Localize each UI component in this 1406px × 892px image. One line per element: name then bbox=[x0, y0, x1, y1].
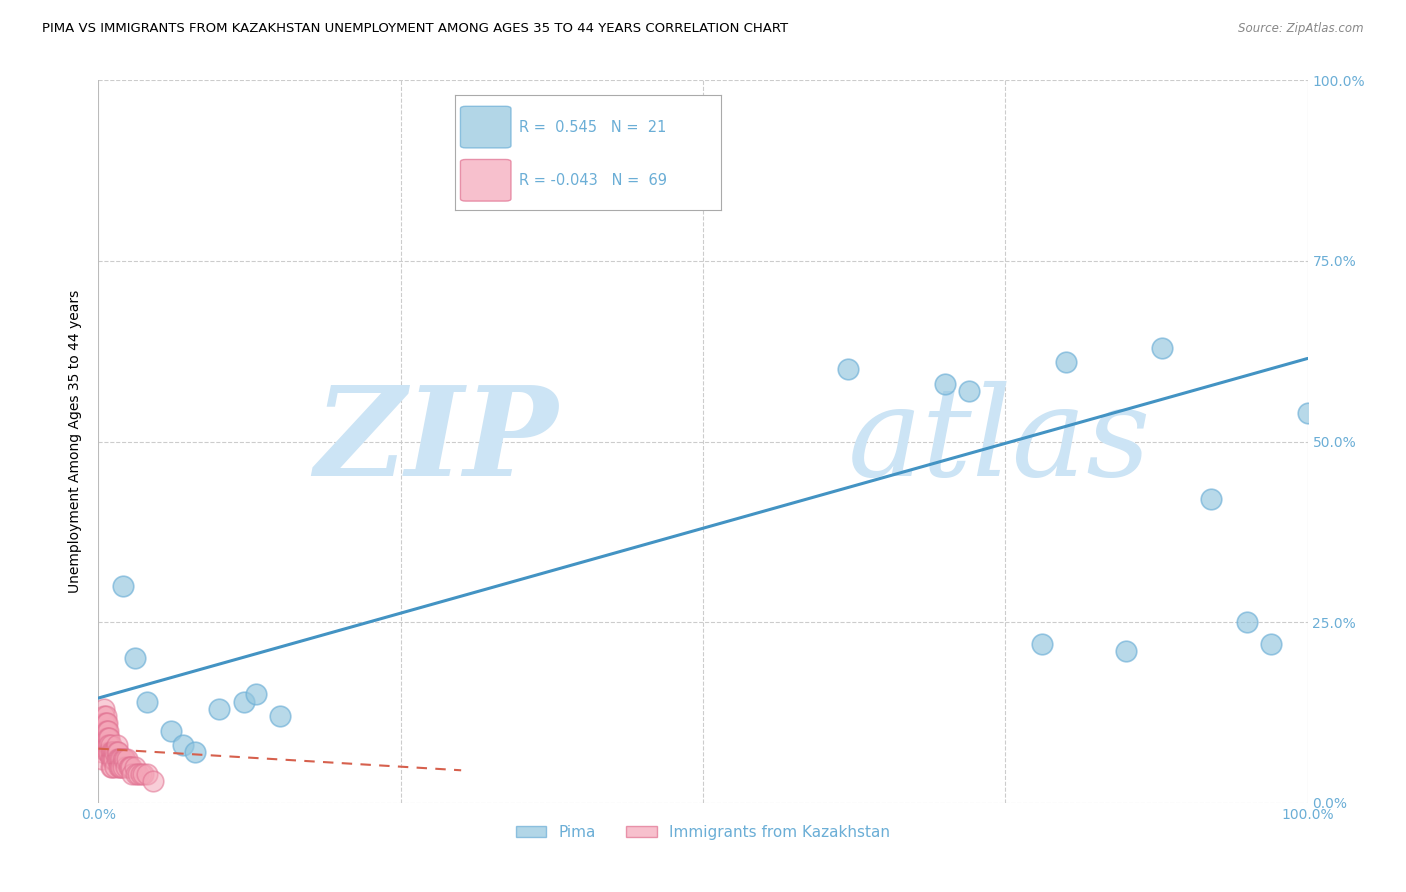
Point bbox=[1115, 644, 1137, 658]
Point bbox=[115, 760, 138, 774]
Point bbox=[100, 760, 122, 774]
Point bbox=[104, 760, 127, 774]
Point bbox=[127, 767, 149, 781]
Legend: Pima, Immigrants from Kazakhstan: Pima, Immigrants from Kazakhstan bbox=[509, 819, 897, 846]
Point bbox=[1054, 355, 1077, 369]
Point bbox=[1260, 637, 1282, 651]
Point bbox=[101, 745, 124, 759]
Point bbox=[96, 723, 118, 738]
Point bbox=[96, 745, 118, 759]
Point bbox=[132, 767, 155, 781]
Point bbox=[96, 731, 118, 745]
Point bbox=[100, 752, 122, 766]
Point bbox=[160, 723, 183, 738]
Point bbox=[107, 752, 129, 766]
Point bbox=[108, 752, 131, 766]
Point bbox=[245, 687, 267, 701]
Point bbox=[1296, 406, 1319, 420]
Point bbox=[97, 745, 120, 759]
Point bbox=[118, 760, 141, 774]
Point bbox=[1199, 492, 1222, 507]
Point bbox=[93, 731, 115, 745]
Point bbox=[111, 752, 134, 766]
Point bbox=[98, 731, 121, 745]
Point bbox=[111, 760, 134, 774]
Point bbox=[934, 376, 956, 391]
Point bbox=[142, 774, 165, 789]
Point bbox=[957, 384, 980, 398]
Point bbox=[125, 767, 148, 781]
Point bbox=[98, 738, 121, 752]
Y-axis label: Unemployment Among Ages 35 to 44 years: Unemployment Among Ages 35 to 44 years bbox=[69, 290, 83, 593]
Point bbox=[91, 738, 114, 752]
Point bbox=[94, 723, 117, 738]
Point bbox=[135, 695, 157, 709]
Point bbox=[105, 752, 128, 766]
Point bbox=[93, 738, 115, 752]
Point bbox=[114, 752, 136, 766]
Point bbox=[93, 723, 115, 738]
Point bbox=[93, 716, 115, 731]
Point bbox=[117, 752, 139, 766]
Point bbox=[124, 651, 146, 665]
Point bbox=[1236, 615, 1258, 630]
Text: Source: ZipAtlas.com: Source: ZipAtlas.com bbox=[1239, 22, 1364, 36]
Point bbox=[108, 760, 131, 774]
Point bbox=[103, 745, 125, 759]
Point bbox=[100, 752, 122, 766]
Point bbox=[269, 709, 291, 723]
Point bbox=[1152, 341, 1174, 355]
Point bbox=[232, 695, 254, 709]
Point bbox=[97, 738, 120, 752]
Point bbox=[100, 745, 122, 759]
Point bbox=[100, 760, 122, 774]
Point bbox=[93, 709, 115, 723]
Point bbox=[91, 723, 114, 738]
Point bbox=[91, 745, 114, 759]
Point bbox=[105, 738, 128, 752]
Point bbox=[110, 760, 132, 774]
Point bbox=[135, 767, 157, 781]
Point bbox=[172, 738, 194, 752]
Point bbox=[94, 709, 117, 723]
Point bbox=[184, 745, 207, 759]
Point bbox=[129, 767, 152, 781]
Point bbox=[101, 752, 124, 766]
Point bbox=[103, 752, 125, 766]
Point bbox=[96, 716, 118, 731]
Point bbox=[93, 702, 115, 716]
Point bbox=[100, 738, 122, 752]
Point bbox=[110, 752, 132, 766]
Point bbox=[94, 731, 117, 745]
Point bbox=[98, 745, 121, 759]
Point bbox=[111, 579, 134, 593]
Point bbox=[121, 767, 143, 781]
Point bbox=[91, 752, 114, 766]
Point bbox=[118, 760, 141, 774]
Point bbox=[97, 731, 120, 745]
Point bbox=[108, 760, 131, 774]
Point bbox=[94, 716, 117, 731]
Point bbox=[112, 752, 135, 766]
Text: atlas: atlas bbox=[848, 381, 1152, 502]
Point bbox=[91, 738, 114, 752]
Point bbox=[96, 738, 118, 752]
Point bbox=[108, 752, 131, 766]
Point bbox=[107, 745, 129, 759]
Point bbox=[120, 760, 142, 774]
Point bbox=[97, 723, 120, 738]
Point bbox=[91, 731, 114, 745]
Text: ZIP: ZIP bbox=[314, 381, 558, 502]
Point bbox=[105, 745, 128, 759]
Point bbox=[837, 362, 859, 376]
Point bbox=[100, 745, 122, 759]
Text: PIMA VS IMMIGRANTS FROM KAZAKHSTAN UNEMPLOYMENT AMONG AGES 35 TO 44 YEARS CORREL: PIMA VS IMMIGRANTS FROM KAZAKHSTAN UNEMP… bbox=[42, 22, 789, 36]
Point bbox=[124, 760, 146, 774]
Point bbox=[104, 745, 127, 759]
Point bbox=[208, 702, 231, 716]
Point bbox=[1031, 637, 1053, 651]
